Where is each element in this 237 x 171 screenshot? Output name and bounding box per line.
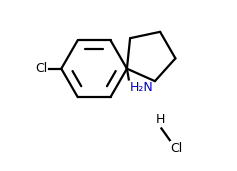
Text: Cl: Cl [171, 142, 183, 155]
Text: H₂N: H₂N [130, 81, 153, 94]
Text: H: H [155, 113, 165, 126]
Text: Cl: Cl [35, 62, 47, 75]
